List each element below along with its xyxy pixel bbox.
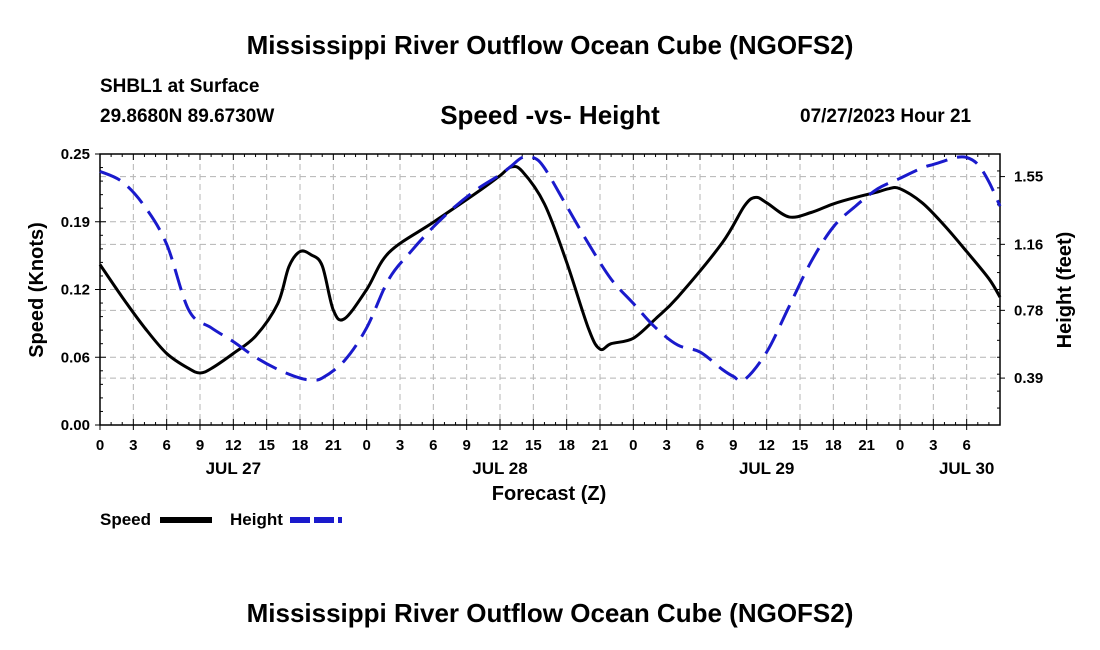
x-tick-label: 18 — [825, 437, 842, 454]
x-tick-label: 0 — [629, 437, 637, 454]
station-label: SHBL1 at Surface — [100, 76, 260, 97]
y-right-tick-label: 0.39 — [1014, 370, 1043, 387]
date-label: JUL 30 — [939, 459, 994, 478]
x-tick-label: 6 — [429, 437, 437, 454]
x-tick-label: 15 — [258, 437, 275, 454]
y-left-tick-label: 0.06 — [61, 349, 90, 366]
x-tick-label: 15 — [792, 437, 809, 454]
x-tick-label: 18 — [292, 437, 309, 454]
x-tick-label: 3 — [396, 437, 404, 454]
series-line-height — [99, 154, 1002, 383]
x-tick-label: 3 — [129, 437, 137, 454]
legend-label-speed: Speed — [100, 510, 151, 529]
x-tick-label: 6 — [162, 437, 170, 454]
x-tick-label: 9 — [196, 437, 204, 454]
x-tick-label: 12 — [492, 437, 509, 454]
forecast-datetime: 07/27/2023 Hour 21 — [800, 106, 972, 127]
legend-label-height: Height — [230, 510, 283, 529]
y-right-axis-label: Height (feet) — [1054, 232, 1076, 349]
date-label: JUL 27 — [206, 459, 261, 478]
x-tick-label: 6 — [962, 437, 970, 454]
x-tick-label: 12 — [758, 437, 775, 454]
y-left-tick-label: 0.00 — [61, 417, 90, 434]
station-coordinates: 29.8680N 89.6730W — [100, 106, 275, 127]
x-tick-label: 0 — [896, 437, 904, 454]
x-tick-label: 12 — [225, 437, 242, 454]
chart-title: Mississippi River Outflow Ocean Cube (NG… — [246, 30, 854, 60]
date-label: JUL 28 — [472, 459, 527, 478]
x-tick-label: 3 — [662, 437, 670, 454]
x-tick-label: 15 — [525, 437, 542, 454]
x-tick-label: 21 — [325, 437, 342, 454]
x-tick-label: 6 — [696, 437, 704, 454]
date-label: JUL 29 — [739, 459, 794, 478]
series-line-speed — [98, 164, 1002, 375]
y-left-axis-label: Speed (Knots) — [26, 222, 48, 358]
y-right-tick-label: 1.16 — [1014, 236, 1043, 253]
x-tick-label: 3 — [929, 437, 937, 454]
chart-subtitle: Speed -vs- Height — [440, 100, 660, 130]
x-tick-label: 21 — [858, 437, 875, 454]
y-left-tick-label: 0.19 — [61, 214, 90, 231]
y-right-tick-label: 1.55 — [1014, 169, 1043, 186]
x-tick-label: 0 — [96, 437, 104, 454]
x-tick-label: 9 — [462, 437, 470, 454]
x-tick-label: 9 — [729, 437, 737, 454]
y-left-tick-label: 0.25 — [61, 146, 90, 163]
x-axis-label: Forecast (Z) — [492, 483, 606, 505]
x-tick-label: 0 — [362, 437, 370, 454]
x-tick-label: 21 — [592, 437, 609, 454]
x-tick-label: 18 — [558, 437, 575, 454]
y-left-tick-label: 0.12 — [61, 282, 90, 299]
y-right-tick-label: 0.78 — [1014, 302, 1043, 319]
bottom-title: Mississippi River Outflow Ocean Cube (NG… — [246, 598, 854, 628]
